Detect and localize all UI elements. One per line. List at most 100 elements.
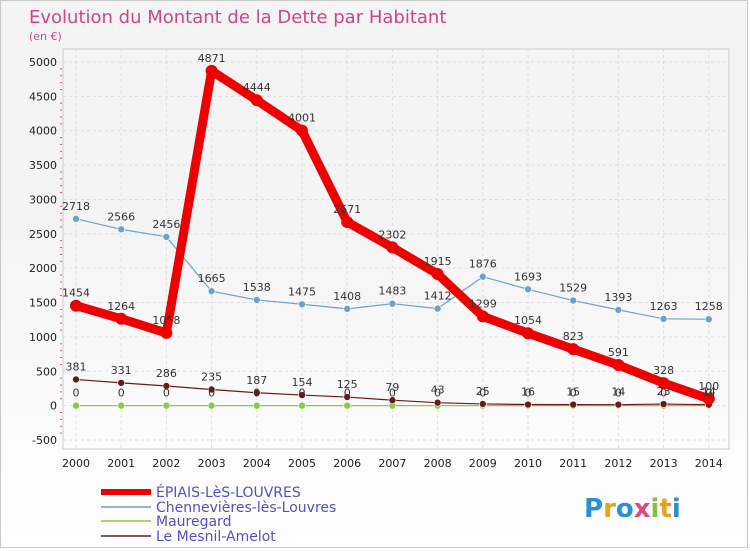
- data-point: [162, 233, 171, 241]
- data-label: 100: [698, 380, 719, 393]
- data-label: 381: [66, 360, 87, 373]
- data-label: 1258: [695, 300, 723, 313]
- data-label: 1054: [514, 314, 542, 327]
- data-label: 187: [246, 374, 267, 387]
- data-label: 14: [702, 386, 716, 399]
- data-label: 328: [653, 364, 674, 377]
- data-label: 14: [611, 386, 625, 399]
- data-label: 125: [337, 378, 358, 391]
- data-point: [72, 401, 80, 410]
- data-label: 43: [431, 384, 445, 397]
- data-point: [433, 304, 442, 313]
- y-tick-label: -500: [32, 434, 57, 447]
- data-point: [657, 377, 670, 390]
- data-point: [207, 401, 216, 410]
- data-label: 0: [253, 387, 260, 400]
- data-point: [386, 241, 399, 254]
- data-label: 0: [434, 387, 441, 400]
- data-label: 0: [208, 387, 215, 400]
- data-point: [478, 272, 487, 281]
- data-label: 16: [521, 386, 535, 399]
- data-label: 4871: [198, 52, 226, 65]
- data-point: [160, 326, 173, 339]
- x-tick-label: 2008: [424, 457, 452, 470]
- data-point: [115, 312, 128, 325]
- data-point: [72, 375, 80, 384]
- data-point: [343, 401, 352, 410]
- data-label: 1412: [424, 290, 452, 303]
- data-label: 0: [615, 387, 622, 400]
- legend-label: Chennevières-lès-Louvres: [156, 500, 336, 516]
- data-label: 0: [118, 387, 125, 400]
- y-tick-label: 500: [36, 365, 57, 378]
- legend-label: Mauregard: [156, 514, 231, 530]
- x-tick-label: 2013: [650, 457, 678, 470]
- data-point: [524, 285, 532, 294]
- data-point: [614, 306, 623, 314]
- data-point: [702, 392, 715, 405]
- data-point: [478, 400, 487, 408]
- series-lines: [70, 64, 715, 410]
- chart-subtitle: (en €): [29, 30, 62, 43]
- x-tick-label: 2011: [559, 457, 587, 470]
- data-label: 0: [73, 387, 80, 400]
- x-tick-label: 2000: [62, 457, 90, 470]
- data-label: 2456: [152, 218, 180, 231]
- data-point: [524, 400, 532, 409]
- x-tick-label: 2012: [604, 457, 632, 470]
- data-label: 2718: [62, 200, 90, 213]
- x-axis: 2000 2001 2002 2003 2004 2005 2006 2007 2008 2009…: [62, 457, 723, 470]
- data-label: 1529: [559, 282, 587, 295]
- legend-label: Le Mesnil-Amelot: [156, 529, 276, 545]
- legend-label: ÉPIAIS-LèS-LOUVRES: [156, 484, 301, 501]
- data-point: [567, 343, 580, 356]
- data-point: [704, 315, 713, 323]
- data-point: [70, 299, 82, 312]
- logo-text: Proxiti: [584, 494, 681, 524]
- data-point: [569, 400, 578, 409]
- data-label: 79: [385, 381, 399, 394]
- data-point: [614, 400, 623, 409]
- data-label: 286: [156, 367, 177, 380]
- data-label: 1263: [650, 300, 678, 313]
- y-tick-label: 5000: [29, 56, 57, 69]
- y-tick-label: 3000: [29, 193, 57, 206]
- y-tick-label: 2500: [29, 228, 57, 241]
- data-point: [162, 382, 171, 390]
- y-tick-label: 1000: [29, 331, 57, 344]
- data-point: [659, 315, 668, 323]
- y-axis: 5000450040003500300025002000150010005000…: [29, 56, 62, 447]
- y-tick-label: 4500: [29, 90, 57, 103]
- y-tick-label: 2000: [29, 262, 57, 275]
- x-tick-label: 2002: [152, 457, 180, 470]
- data-point: [659, 400, 668, 408]
- x-tick-label: 2014: [695, 457, 723, 470]
- data-point: [298, 391, 306, 399]
- y-tick-label: 1500: [29, 297, 57, 310]
- data-point: [388, 396, 397, 405]
- data-point: [117, 225, 125, 234]
- data-label: 154: [292, 376, 313, 389]
- data-point: [433, 398, 442, 407]
- x-tick-label: 2003: [198, 457, 226, 470]
- data-point: [341, 216, 354, 229]
- data-label: 23: [657, 385, 671, 398]
- data-label: 1454: [62, 287, 90, 300]
- data-label: 1393: [604, 291, 632, 304]
- data-point: [253, 401, 261, 410]
- data-point: [207, 287, 216, 296]
- proxiti-logo: Proxiti: [584, 494, 681, 524]
- data-point: [298, 300, 306, 309]
- data-label: 235: [201, 370, 222, 383]
- data-labels: 1454 1264 1058 4871 4444 4001 2671 2302 1915 1299…: [62, 52, 723, 400]
- data-point: [612, 359, 625, 372]
- x-tick-label: 2009: [469, 457, 497, 470]
- data-label: 0: [570, 387, 577, 400]
- legend: ÉPIAIS-LèS-LOUVRESChennevières-lès-Louvr…: [101, 484, 336, 545]
- y-tick-label: 3500: [29, 159, 57, 172]
- data-point: [250, 94, 263, 107]
- data-point: [296, 124, 308, 137]
- data-label: 1665: [198, 272, 226, 285]
- data-label: 1408: [333, 290, 361, 303]
